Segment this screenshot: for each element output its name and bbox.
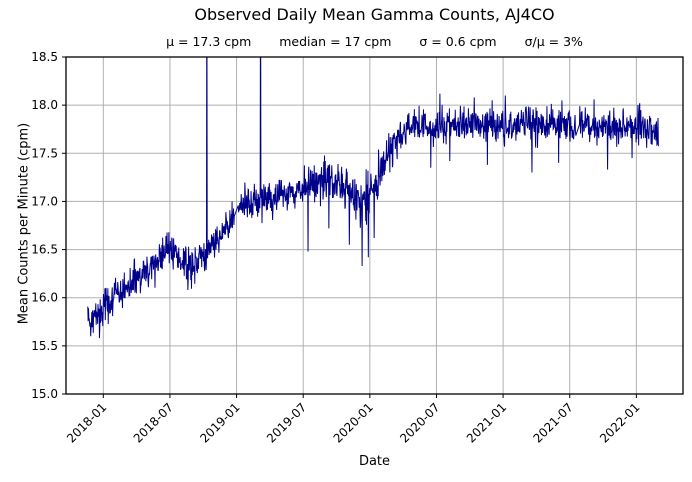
y-tick-label: 17.5 (31, 146, 58, 160)
x-tick-label: 2018-01 (64, 400, 109, 445)
plot-border (65, 56, 684, 395)
y-tick-label: 17.0 (31, 194, 58, 208)
y-tick-label: 15.0 (31, 387, 58, 401)
stat-sigma-over-mu: σ/μ = 3% (524, 34, 583, 49)
x-axis-label: Date (358, 454, 391, 469)
stat-mean: μ = 17.3 cpm (166, 34, 252, 49)
stat-sigma: σ = 0.6 cpm (419, 34, 497, 49)
x-tick-label: 2019-07 (264, 400, 309, 445)
y-tick-label: 15.5 (31, 339, 58, 353)
stat-median: median = 17 cpm (279, 34, 392, 49)
chart-title: Observed Daily Mean Gamma Counts, AJ4CO (194, 5, 555, 24)
x-tick-label: 2018-07 (131, 400, 176, 445)
x-tick-label: 2019-01 (197, 400, 242, 445)
x-tick-label: 2021-07 (530, 400, 575, 445)
data-line (87, 57, 659, 339)
y-tick-label: 16.0 (31, 291, 58, 305)
x-tick-label: 2021-01 (464, 400, 509, 445)
x-tick-label: 2020-01 (331, 400, 376, 445)
x-tick-label: 2022-01 (597, 400, 642, 445)
y-tick-label: 16.5 (31, 243, 58, 257)
y-tick-label: 18.0 (31, 98, 58, 112)
y-tick-label: 18.5 (31, 50, 58, 64)
x-tick-label: 2020-07 (397, 400, 442, 445)
chart-subtitle: μ = 17.3 cpm median = 17 cpm σ = 0.6 cpm σ/… (66, 34, 683, 50)
